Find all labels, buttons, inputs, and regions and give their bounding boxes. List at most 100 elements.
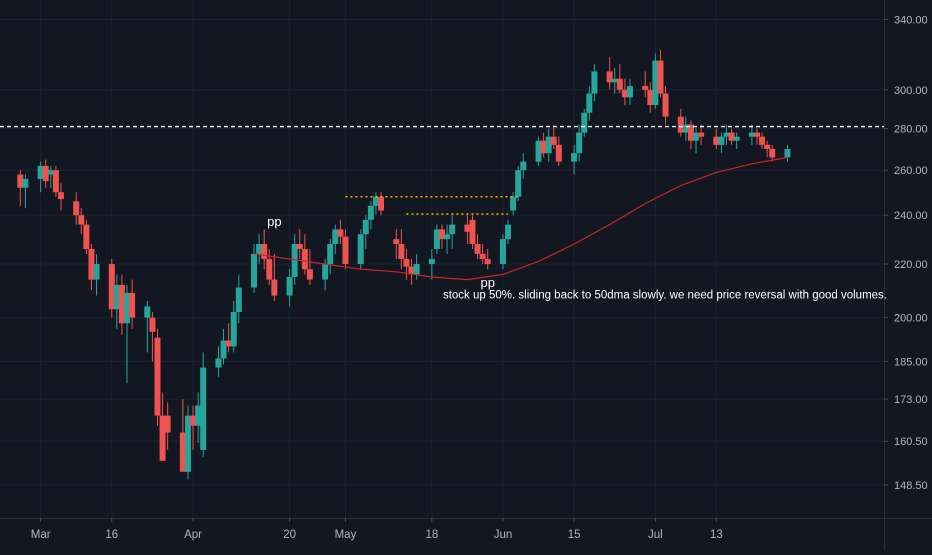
candle-body [83,224,90,249]
candle [545,128,552,162]
candle-body [195,405,202,426]
candle [266,248,273,285]
candle [723,124,730,145]
candle [769,144,776,162]
candle-body [200,367,207,451]
candle [550,124,557,150]
price-tick-label: 240.00 [894,210,928,222]
candle-body [479,253,486,259]
candle-body [164,415,171,433]
candle [296,229,303,259]
candle [439,224,445,249]
candle-body [332,229,339,244]
candle [78,208,85,235]
candle-body [179,432,186,472]
candle-body [327,243,334,265]
candle [332,224,339,254]
candle [149,312,156,362]
candle [718,132,725,154]
candle [464,215,471,244]
candle-body [464,224,471,232]
candle-body [764,144,771,150]
candle [449,215,456,249]
candle-body [428,258,435,265]
candle-body [693,132,700,141]
candle [306,248,313,285]
candle-body [159,415,166,461]
candle-body [286,276,293,296]
chart-annotation: pp [480,275,494,290]
candle [403,248,410,280]
candle-body [515,170,522,197]
candle [713,128,720,150]
candle [179,399,186,472]
candle [47,165,54,188]
time-tick-label: Apr [184,529,202,541]
candle-body [474,243,481,254]
candle-body [449,224,456,235]
candle [17,170,24,206]
candle [611,67,618,94]
candle-body [621,89,628,98]
candle-body [611,78,618,83]
chart-annotation: stock up 50%. sliding back to 50dma slow… [443,289,887,301]
candle-body [322,264,329,280]
candle-body [22,178,29,188]
candle-body [652,60,659,105]
candle-body [733,136,740,141]
time-tick-label: Jul [648,529,663,541]
candle [271,253,278,302]
candle-body [555,144,562,162]
moving-average-line [253,156,788,281]
candle [215,346,222,377]
candle [124,284,131,384]
candle-body [728,132,735,141]
candle-body [535,140,542,162]
candle-body [251,253,258,288]
candle-body [47,170,54,175]
time-tick-label: Jun [494,529,513,541]
candle-body [52,170,59,193]
candle [698,124,705,145]
candle [479,243,486,265]
candle-body [520,161,527,171]
candle [581,108,588,137]
candle [682,116,689,141]
candle-body [73,201,80,216]
candle [398,229,405,270]
candle [144,301,151,353]
candle [784,144,791,162]
candle-body [682,124,689,133]
time-tick-label: 15 [568,529,581,541]
candle [367,201,374,230]
candle-body [403,258,410,267]
price-tick-label: 148.50 [894,480,928,492]
candle-body [444,234,451,240]
candle-body [581,112,588,133]
candle-body [93,264,100,280]
candle-body [713,136,720,145]
candle-body [413,264,420,275]
candle [677,108,684,137]
price-tick-label: 300.00 [894,85,928,97]
candle-body [759,136,766,145]
candle-body [266,258,273,280]
chart-annotation: pp [267,214,281,229]
time-tick-label: 18 [425,529,438,541]
candle [230,301,237,353]
candle [571,144,578,175]
candle [83,219,90,254]
candle-body [306,269,313,280]
candle-body [642,86,649,90]
candle-body [540,140,547,154]
time-tick-label: 16 [105,529,118,541]
candle-body [367,205,374,220]
candle-body [510,196,517,211]
candle [606,57,613,90]
candle [733,132,740,150]
candle-body [88,248,95,280]
candle [108,258,115,318]
candle-body [220,340,227,359]
